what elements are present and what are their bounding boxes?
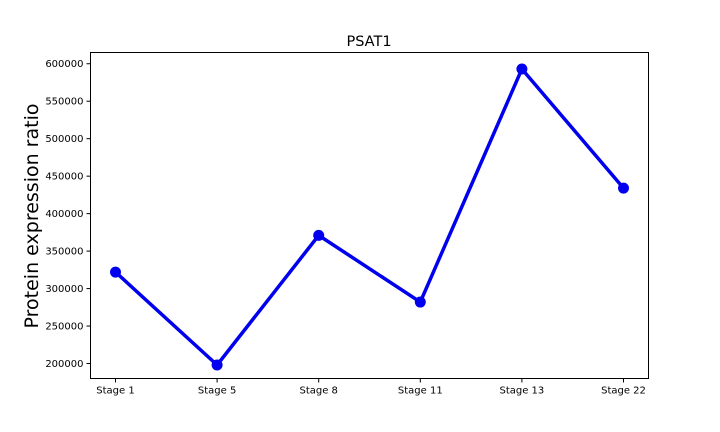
data-point: [414, 296, 426, 308]
data-point: [516, 63, 528, 75]
x-tick-label: Stage 11: [398, 386, 443, 397]
x-tick-label: Stage 8: [299, 386, 337, 397]
x-tick-label: Stage 1: [96, 386, 134, 397]
y-tick-label: 200000: [45, 359, 83, 370]
y-tick-label: 400000: [45, 209, 83, 220]
data-point: [110, 266, 121, 278]
series-line: [113, 67, 626, 367]
chart-title: PSAT1: [346, 34, 391, 50]
y-axis-label: Protein expression ratio: [21, 104, 43, 329]
plot-frame: [90, 52, 649, 379]
y-tick-label: 350000: [45, 247, 83, 258]
y-tick-label: 300000: [45, 284, 83, 295]
data-point: [313, 229, 325, 241]
x-tick-label: Stage 13: [499, 386, 544, 397]
y-tick-label: 500000: [45, 134, 83, 145]
y-tick-label: 550000: [45, 97, 83, 108]
y-tick-label: 600000: [45, 59, 83, 70]
series-layer: [110, 63, 629, 371]
x-tick-label: Stage 22: [601, 386, 646, 397]
y-tick-label: 450000: [45, 172, 83, 183]
y-tick-label: 250000: [45, 322, 83, 333]
axes: 200000 250000 300000 350000 400000 450000 5000…: [45, 59, 646, 396]
data-point: [211, 359, 223, 371]
x-tick-label: Stage 5: [198, 386, 236, 397]
data-point: [618, 182, 629, 194]
